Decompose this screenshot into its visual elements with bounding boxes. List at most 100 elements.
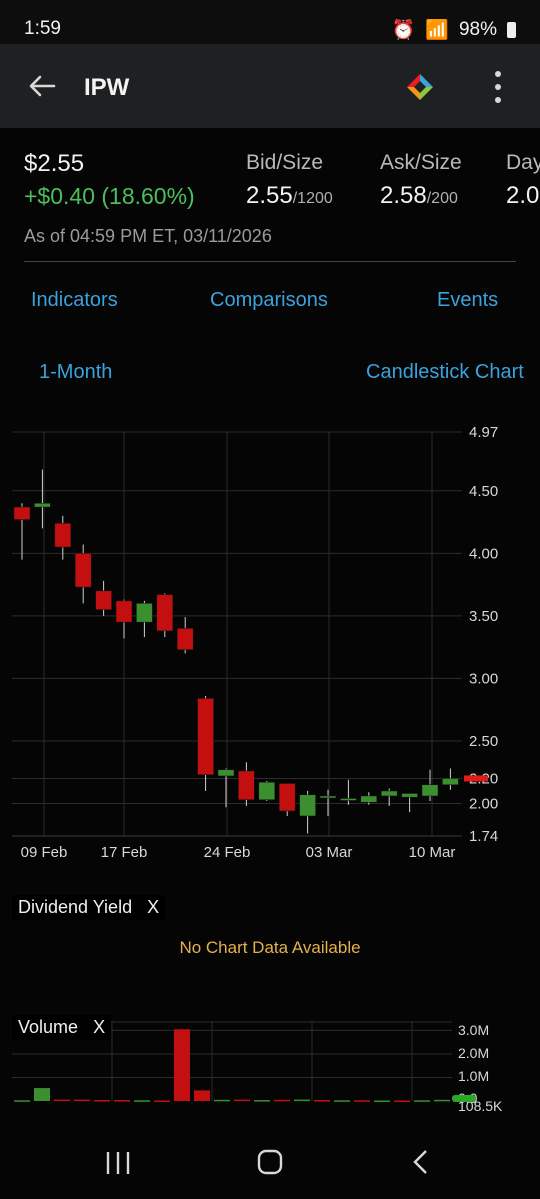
last-price-marker bbox=[464, 775, 488, 782]
volume-bar bbox=[54, 1099, 70, 1102]
candle-body bbox=[176, 628, 194, 650]
back-arrow-icon[interactable] bbox=[26, 70, 58, 102]
dividend-yield-label: Dividend Yield X bbox=[12, 895, 166, 920]
ask-label: Ask/Size bbox=[380, 151, 462, 174]
day-value: 2.0 bbox=[506, 182, 540, 209]
x-tick-label: 17 Feb bbox=[101, 844, 148, 861]
day-label: Day bbox=[506, 151, 540, 174]
candle-body bbox=[74, 553, 92, 588]
volume-bar bbox=[94, 1100, 110, 1102]
status-bar: 1:59 ⏰ 📶 98% bbox=[0, 0, 540, 44]
candle-body bbox=[278, 783, 296, 812]
candle-body bbox=[319, 795, 337, 799]
volume-bar bbox=[74, 1099, 90, 1102]
status-icons: ⏰ 📶 98% bbox=[392, 18, 516, 42]
bid-value: 2.55/1200 bbox=[246, 182, 333, 210]
volume-bar bbox=[294, 1099, 310, 1102]
battery-icon bbox=[507, 22, 516, 38]
volume-label: Volume X bbox=[12, 1015, 112, 1040]
ask-size: /200 bbox=[426, 190, 458, 207]
volume-bar bbox=[234, 1099, 250, 1102]
candle-body bbox=[95, 590, 112, 610]
volume-bar bbox=[114, 1100, 130, 1102]
divider bbox=[24, 261, 516, 262]
volume-tick-label: 2.0M bbox=[458, 1045, 489, 1061]
ask-price: 2.58 bbox=[380, 182, 427, 209]
volume-last-marker bbox=[452, 1095, 476, 1102]
volume-bar bbox=[174, 1029, 190, 1101]
candle-body bbox=[340, 798, 357, 801]
volume-bar bbox=[354, 1100, 370, 1102]
no-data-message: No Chart Data Available bbox=[179, 938, 361, 957]
volume-close-button[interactable]: X bbox=[93, 1017, 106, 1037]
volume-title: Volume bbox=[18, 1017, 79, 1037]
x-tick-label: 24 Feb bbox=[204, 844, 251, 861]
page-title: IPW bbox=[84, 74, 130, 101]
volume-bar bbox=[154, 1100, 170, 1103]
bid-size: /1200 bbox=[292, 190, 333, 207]
candle-body bbox=[360, 795, 378, 803]
volume-bar bbox=[314, 1100, 330, 1102]
last-price: $2.55 bbox=[24, 150, 85, 177]
more-options-icon[interactable] bbox=[492, 70, 504, 104]
candle-body bbox=[54, 523, 72, 548]
volume-bar bbox=[194, 1090, 210, 1101]
volume-bar bbox=[434, 1099, 450, 1102]
candle-body bbox=[299, 794, 316, 817]
candle-body bbox=[258, 781, 276, 800]
home-icon[interactable] bbox=[256, 1148, 284, 1181]
volume-tick-label: 3.0M bbox=[458, 1022, 489, 1038]
volume-bar bbox=[254, 1100, 270, 1102]
tab-indicators[interactable]: Indicators bbox=[31, 289, 118, 311]
recent-apps-icon[interactable] bbox=[104, 1150, 132, 1181]
volume-bar bbox=[394, 1100, 410, 1103]
candle-body bbox=[442, 778, 459, 785]
x-tick-label: 03 Mar bbox=[306, 844, 353, 861]
candle-body bbox=[156, 594, 174, 632]
back-nav-icon[interactable] bbox=[410, 1148, 430, 1181]
volume-tick-label: 1.0M bbox=[458, 1068, 489, 1084]
y-tick-label: 1.74 bbox=[469, 828, 498, 845]
y-tick-label: 4.50 bbox=[469, 483, 498, 500]
volume-bar bbox=[214, 1099, 230, 1102]
candle-body bbox=[34, 503, 51, 508]
chart-type-selector[interactable]: Candlestick Chart bbox=[366, 361, 524, 383]
dividend-yield-title: Dividend Yield bbox=[18, 897, 133, 917]
candle-body bbox=[421, 784, 439, 797]
volume-bar bbox=[274, 1099, 290, 1102]
candle-body bbox=[217, 769, 235, 777]
volume-bar bbox=[374, 1100, 390, 1103]
candle-body bbox=[238, 770, 255, 800]
volume-bar bbox=[414, 1100, 430, 1102]
battery-text: 98% bbox=[458, 19, 497, 40]
x-tick-label: 10 Mar bbox=[409, 844, 456, 861]
y-tick-label: 4.97 bbox=[469, 424, 498, 441]
dividend-close-button[interactable]: X bbox=[147, 897, 160, 917]
candle-body bbox=[136, 603, 153, 623]
tab-comparisons[interactable]: Comparisons bbox=[210, 289, 328, 311]
volume-bar bbox=[134, 1100, 150, 1102]
as-of-timestamp: As of 04:59 PM ET, 03/11/2026 bbox=[24, 226, 272, 246]
candle-body bbox=[380, 790, 398, 797]
y-tick-label: 3.00 bbox=[469, 670, 498, 687]
candle-body bbox=[401, 793, 418, 798]
y-tick-label: 4.00 bbox=[469, 545, 498, 562]
range-selector[interactable]: 1-Month bbox=[39, 361, 113, 383]
candle-body bbox=[197, 698, 214, 775]
volume-bar bbox=[334, 1100, 350, 1102]
candle-body bbox=[13, 506, 31, 520]
wifi-icon: 📶 bbox=[425, 20, 449, 41]
app-logo-icon[interactable] bbox=[405, 72, 435, 102]
volume-bar bbox=[14, 1100, 30, 1102]
alarm-icon: ⏰ bbox=[391, 20, 416, 41]
ask-value: 2.58/200 bbox=[380, 182, 458, 210]
candle-body bbox=[115, 600, 133, 623]
bid-label: Bid/Size bbox=[246, 151, 324, 174]
tab-events[interactable]: Events bbox=[437, 289, 499, 311]
y-tick-label: 2.00 bbox=[469, 795, 498, 812]
x-tick-label: 09 Feb bbox=[21, 844, 68, 861]
y-tick-label: 2.50 bbox=[469, 733, 498, 750]
app-bar: IPW bbox=[0, 44, 540, 128]
volume-bar bbox=[34, 1088, 50, 1101]
